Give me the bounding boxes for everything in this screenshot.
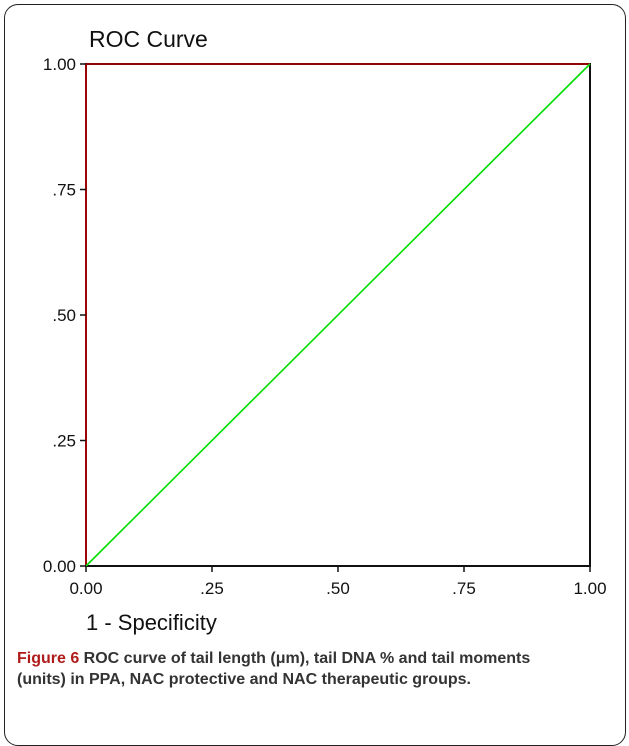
x-tick-label: .50: [326, 579, 350, 598]
ticks-layer: 0.00 .25 .50 .75 1.00 0.00 .25 .50 .75 1.00: [43, 55, 607, 598]
figure-caption: Figure 6 ROC curve of tail length (μm), …: [17, 648, 537, 690]
x-tick-label: .75: [452, 579, 476, 598]
y-tick-label: .25: [52, 432, 76, 451]
y-tick-label: 1.00: [43, 55, 76, 74]
y-tick-label: 0.00: [43, 557, 76, 576]
x-tick-label: 1.00: [573, 579, 606, 598]
x-axis-label: 1 - Specificity: [86, 610, 217, 635]
figure-label: Figure 6: [17, 650, 80, 667]
series-layer: [85, 63, 591, 567]
chart-title: ROC Curve: [89, 26, 208, 52]
roc-chart: 0.00 .25 .50 .75 1.00 0.00 .25 .50 .75 1.00: [43, 55, 607, 598]
figure-frame: [4, 4, 626, 746]
x-tick-label: 0.00: [69, 579, 102, 598]
y-tick-label: .50: [52, 306, 76, 325]
caption-text: ROC curve of tail length (μm), tail DNA …: [17, 650, 531, 688]
x-tick-label: .25: [200, 579, 224, 598]
series-line-2: [85, 63, 591, 567]
y-tick-label: .75: [52, 181, 76, 200]
